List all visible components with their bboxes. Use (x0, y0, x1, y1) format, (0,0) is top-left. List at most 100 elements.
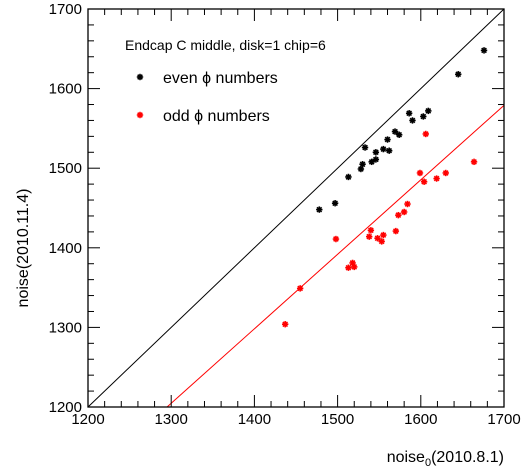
y-tick-label: 1700 (49, 1, 82, 18)
odd-point (367, 227, 375, 234)
even-point-stroke (420, 113, 427, 120)
x-tick-label: 1400 (238, 411, 271, 428)
even-point-stroke (384, 136, 391, 143)
odd-point (470, 158, 478, 166)
even-point-stroke (368, 158, 375, 165)
odd-point-stroke (366, 233, 373, 240)
odd-point-stroke (421, 178, 427, 185)
legend-even-marker (136, 73, 144, 81)
even-point-stroke (409, 117, 416, 124)
odd-point-stroke (368, 227, 374, 234)
y-tick-label: 1300 (49, 319, 82, 336)
odd-point (422, 130, 429, 138)
odd-point (380, 231, 387, 239)
x-axis-title-subscript: 0 (425, 457, 431, 469)
x-tick-label: 1700 (487, 411, 520, 428)
odd-point (395, 211, 402, 219)
even-point (372, 156, 380, 163)
even-point-stroke (392, 128, 398, 135)
odd-point (332, 235, 340, 243)
legend: even ϕ numbers odd ϕ numbers (136, 70, 278, 125)
even-point-stroke (406, 110, 413, 117)
even-point (331, 200, 339, 207)
odd-point (374, 235, 381, 242)
odd-point-stroke (333, 236, 339, 242)
even-point (316, 206, 323, 213)
even-point (409, 117, 416, 124)
odd-point-stroke (351, 264, 358, 270)
even-point-stroke (332, 200, 338, 207)
x-tick-label: 1500 (321, 411, 354, 428)
even-point-stroke (455, 71, 462, 78)
even-point (425, 107, 432, 115)
even-point-stroke (358, 166, 364, 172)
even-point (455, 71, 462, 78)
even-point-stroke (380, 146, 387, 152)
even-point-stroke (316, 206, 323, 213)
even-point-stroke (373, 156, 379, 163)
fit-line (166, 104, 505, 408)
reference-lines (87, 8, 505, 408)
odd-point-stroke (345, 264, 352, 271)
even-point (420, 113, 427, 120)
odd-point-stroke (380, 232, 387, 238)
even-point (384, 136, 391, 143)
even-point (359, 161, 366, 168)
even-point (385, 147, 393, 154)
x-tick-label: 1200 (71, 411, 104, 428)
odd-point (433, 175, 440, 182)
legend-odd-marker-stroke (137, 112, 143, 118)
odd-point (345, 264, 352, 271)
legend-odd-marker (136, 111, 144, 119)
odd-point (281, 321, 289, 328)
data-points (281, 47, 488, 328)
even-point-stroke (425, 108, 432, 114)
even-point (480, 47, 488, 54)
odd-point (392, 227, 400, 235)
odd-point (416, 169, 424, 177)
x-tick-label: 1600 (404, 411, 437, 428)
odd-point-stroke (392, 228, 399, 234)
legend-even-marker-stroke (137, 74, 143, 80)
even-point-stroke (373, 149, 379, 156)
y-tick-label: 1400 (49, 240, 82, 257)
odd-point (404, 200, 411, 208)
odd-point-stroke (282, 321, 289, 328)
odd-point-stroke (422, 131, 429, 137)
odd-point (420, 178, 428, 185)
odd-point-stroke (417, 170, 423, 176)
odd-point-stroke (401, 209, 408, 215)
even-point (380, 145, 387, 153)
even-point-stroke (481, 47, 487, 54)
even-point-stroke (386, 147, 393, 154)
even-point-stroke (396, 131, 403, 138)
legend-odd-label: odd ϕ numbers (163, 108, 270, 125)
odd-point-stroke (378, 238, 385, 245)
y-tick-label: 1600 (49, 81, 82, 98)
odd-point-stroke (297, 285, 304, 292)
odd-point-stroke (442, 170, 449, 176)
odd-point-stroke (349, 260, 356, 266)
diagonal-line (87, 8, 505, 408)
odd-point-stroke (433, 175, 440, 182)
x-tick-label: 1300 (155, 411, 188, 428)
odd-point (351, 263, 358, 271)
even-point-stroke (362, 144, 368, 151)
even-point (405, 110, 413, 117)
odd-point (296, 285, 304, 292)
even-point-stroke (359, 161, 366, 168)
y-tick-label: 1200 (49, 399, 82, 416)
x-axis-title-base: noise (387, 449, 425, 466)
odd-point-stroke (471, 158, 477, 165)
x-axis-title: noise0(2010.8.1) (387, 449, 504, 469)
odd-point-stroke (374, 235, 381, 242)
y-tick-label: 1500 (49, 160, 82, 177)
even-point (395, 131, 403, 138)
odd-point (378, 238, 385, 245)
y-axis-title: noise(2010.11.4) (15, 189, 32, 308)
odd-point (442, 169, 449, 177)
odd-point-stroke (404, 201, 411, 207)
axes: 1200 1300 1400 1500 1600 1700 1200 1300 1400 1500… (49, 1, 521, 428)
x-axis-title-suffix: (2010.8.1) (431, 449, 504, 466)
